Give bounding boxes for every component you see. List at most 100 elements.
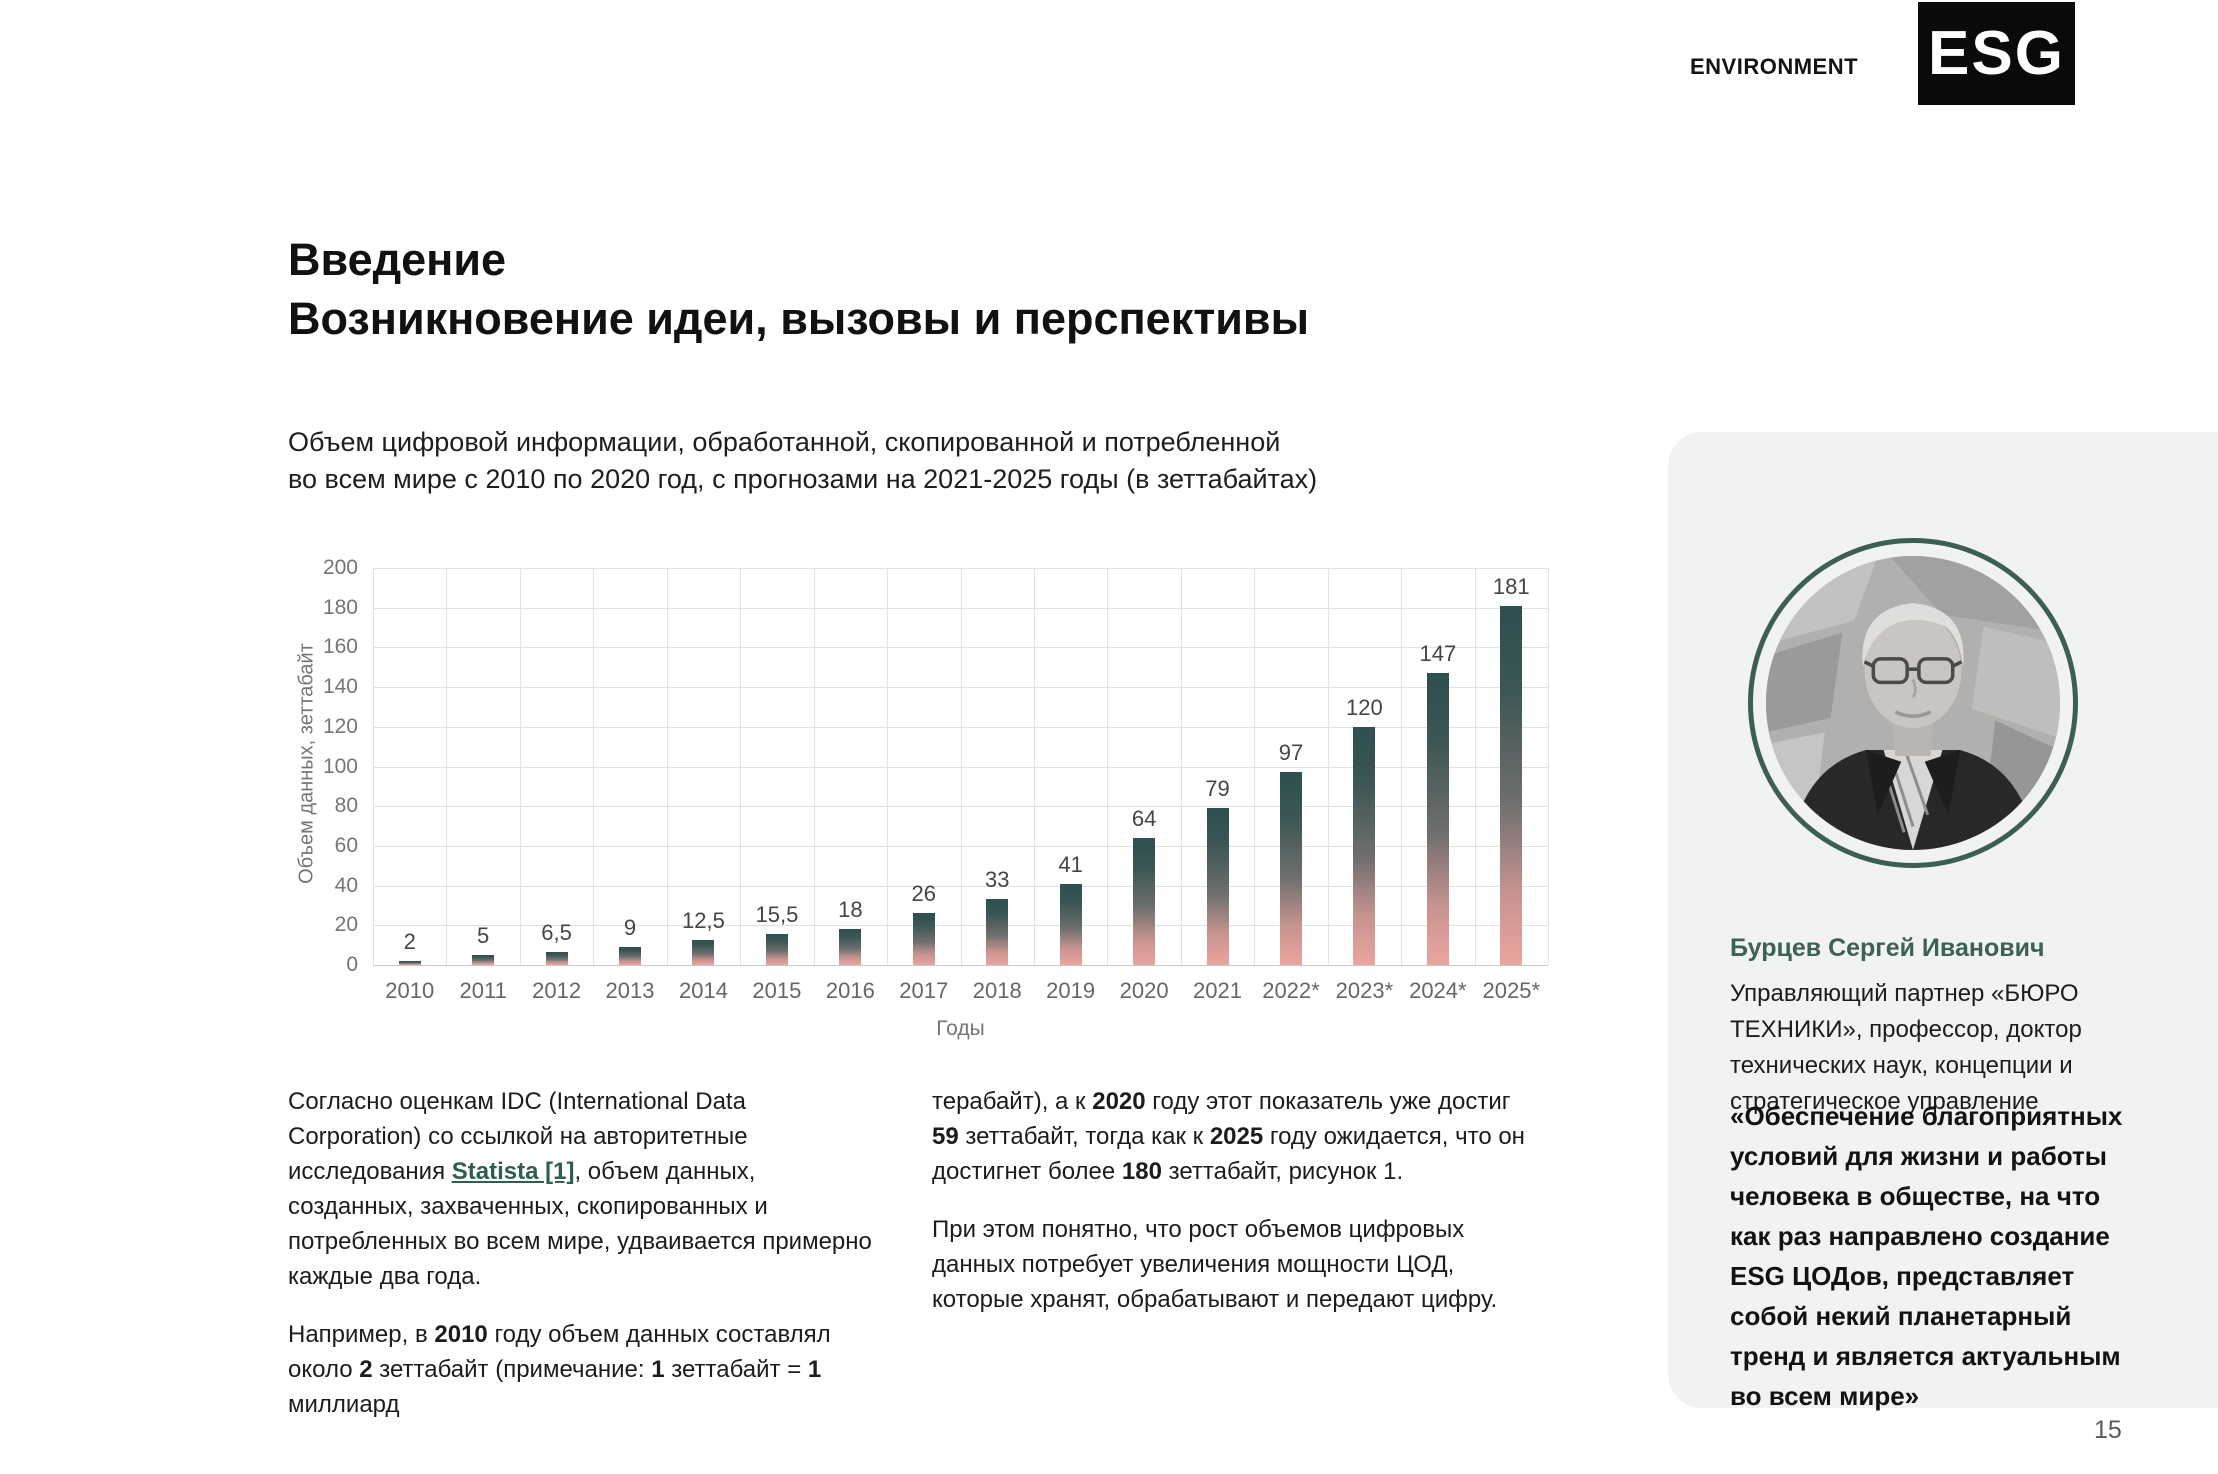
bar-2010 (398, 961, 421, 965)
bar-value-label: 26 (911, 881, 937, 907)
y-tick-label: 160 (322, 635, 358, 659)
body-text: , объем данных, созданных, захваченных, … (288, 1158, 872, 1290)
bar-2025* (1500, 605, 1523, 965)
bar-value-label: 147 (1419, 641, 1457, 667)
x-tick-label: 2016 (825, 978, 875, 1003)
body-text-bold: 1 (651, 1356, 665, 1383)
expert-photo-ring (1748, 538, 2078, 868)
body-paragraph: Например, в 2010 году объем данных соста… (288, 1317, 884, 1422)
body-text: году объем данных составлял около (288, 1321, 831, 1383)
body-text-bold: 2025 (1209, 1123, 1264, 1150)
y-tick-label: 180 (322, 595, 358, 619)
y-tick-label: 80 (334, 794, 358, 818)
gridline-vertical (813, 568, 815, 965)
bar-2016 (839, 929, 862, 965)
body-text-bold: 180 (1121, 1158, 1162, 1185)
body-column-right: терабайт), а к 2020 году этот показатель… (932, 1084, 1528, 1340)
bar-2020 (1133, 837, 1156, 965)
bar-2024* (1426, 673, 1449, 965)
bar-2013 (619, 947, 642, 965)
bar-2018 (986, 899, 1009, 965)
page-title-line1: Введение (288, 234, 507, 285)
body-paragraph: При этом понятно, что рост объемов цифро… (932, 1212, 1528, 1317)
bar-2022* (1279, 772, 1302, 965)
bar-2014 (692, 940, 715, 965)
esg-logo-text: ESG (1928, 19, 2065, 88)
bar-2015 (765, 934, 788, 965)
body-text: Например, в (288, 1321, 435, 1348)
bar-value-label: 41 (1058, 851, 1083, 877)
statista-link[interactable]: Statista [1] (451, 1158, 575, 1185)
gridline-vertical (1033, 568, 1035, 965)
page-title-line2: Возникновение идеи, вызовы и перспективы (288, 293, 1310, 344)
body-text-bold: 2010 (434, 1321, 488, 1348)
bar-2011 (472, 955, 495, 965)
y-tick-label: 20 (334, 913, 358, 937)
body-text: При этом понятно, что рост объемов цифро… (932, 1216, 1498, 1313)
esg-logo: ESG (1918, 2, 2075, 105)
x-tick-label: 2023* (1335, 978, 1394, 1003)
x-tick-label: 2017 (899, 978, 949, 1003)
body-paragraph: терабайт), а к 2020 году этот показатель… (932, 1084, 1528, 1189)
x-axis-line (373, 965, 1548, 966)
bar-2023* (1353, 726, 1376, 965)
data-volume-bar-chart: Объем данных, зеттабайт 200 180 160 140 120 1… (288, 556, 1568, 1040)
bar-2019 (1059, 883, 1082, 965)
x-tick-label: 2010 (385, 978, 435, 1003)
expert-role: Управляющий партнер «БЮРО ТЕХНИКИ», проф… (1730, 980, 2082, 1115)
y-tick-label: 120 (322, 714, 358, 738)
gridline-vertical (887, 568, 889, 965)
y-tick-label: 200 (322, 556, 358, 579)
gridline-vertical (1107, 568, 1109, 965)
x-tick-label: 2011 (459, 978, 507, 1003)
gridline-vertical (1180, 568, 1182, 965)
y-tick-label: 140 (322, 675, 358, 699)
body-column-left: Согласно оценкам IDC (International Data… (288, 1084, 884, 1445)
gridline-vertical (1254, 568, 1256, 965)
bar-value-label: 181 (1492, 573, 1530, 599)
portrait-illustration (1766, 556, 2060, 850)
gridline-vertical (666, 568, 668, 965)
bar-value-label: 79 (1205, 776, 1230, 802)
x-axis-title: Годы (936, 1017, 985, 1040)
bar-2021 (1206, 808, 1229, 965)
chart-caption-line2: во всем мире с 2010 по 2020 год, с прогн… (288, 464, 1318, 494)
chart-caption: Объем цифровой информации, обработанной,… (288, 424, 1317, 498)
y-tick-label: 100 (322, 754, 358, 778)
expert-card: Бурцев Сергей Иванович Управляющий партн… (1668, 432, 2218, 1411)
x-tick-label: 2024* (1409, 978, 1467, 1003)
page-title: Введение Возникновение идеи, вызовы и пе… (288, 230, 1309, 348)
body-text: зеттабайт, рисунок 1. (1161, 1158, 1404, 1185)
x-tick-label: 2020 (1119, 978, 1169, 1003)
bar-value-label: 9 (623, 915, 637, 941)
x-tick-label: 2012 (532, 978, 582, 1003)
x-tick-label: 2014 (678, 978, 728, 1003)
bar-value-label: 12,5 (682, 908, 725, 934)
page-number: 15 (2094, 1416, 2122, 1444)
body-text: Согласно оценкам IDC (International Data… (288, 1088, 748, 1185)
y-tick-label: 40 (334, 873, 358, 897)
y-tick-label: 0 (346, 953, 358, 976)
gridline-vertical (446, 568, 448, 965)
bar-value-label: 97 (1278, 740, 1304, 766)
body-text: году этот показатель уже достиг (1145, 1088, 1511, 1115)
body-text: миллиард (288, 1391, 400, 1418)
x-tick-label: 2019 (1046, 978, 1096, 1003)
x-tick-label: 2022* (1262, 978, 1320, 1003)
body-text: зеттабайт = (664, 1356, 808, 1383)
gridline-vertical (740, 568, 742, 965)
gridline-vertical (960, 568, 962, 965)
x-tick-label: 2018 (972, 978, 1022, 1003)
gridline-vertical (593, 568, 595, 965)
body-text: году ожидается, что он достигнет более (932, 1123, 1525, 1185)
body-text: зеттабайт, тогда как к (958, 1123, 1210, 1150)
bar-2017 (912, 913, 935, 965)
gridline-vertical (519, 568, 521, 965)
bar-value-label: 33 (984, 867, 1010, 893)
body-text-bold: 1 (807, 1356, 822, 1383)
bar-value-label: 120 (1346, 694, 1383, 720)
body-paragraph: Согласно оценкам IDC (International Data… (288, 1084, 884, 1294)
bar-value-label: 5 (477, 923, 490, 949)
gridline-vertical (1327, 568, 1329, 965)
x-tick-label: 2013 (605, 978, 655, 1003)
